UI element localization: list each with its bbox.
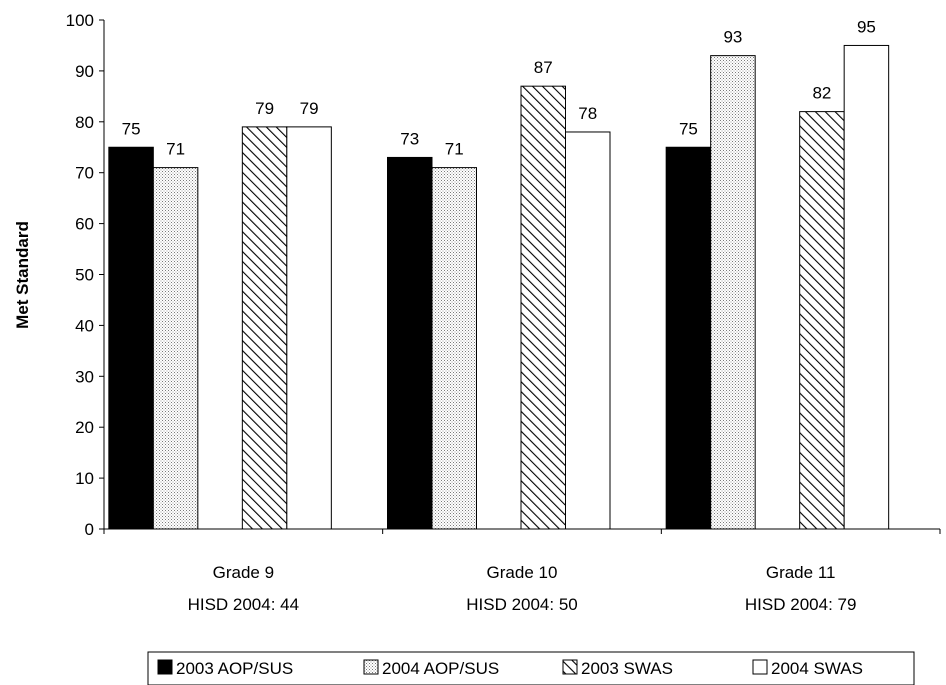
y-tick-label: 10 <box>75 469 94 488</box>
legend: 2003 AOP/SUS 2004 AOP/SUS 2003 SWAS 2004 SW… <box>147 651 915 685</box>
x-category-sublabel: HISD 2004: 50 <box>466 595 578 614</box>
bar <box>387 156 433 530</box>
data-label: 78 <box>578 104 597 123</box>
bar <box>665 146 712 530</box>
y-tick-label: 30 <box>75 367 94 386</box>
data-label: 79 <box>255 99 274 118</box>
legend-label: 2003 SWAS <box>581 659 673 678</box>
y-axis-title: Met Standard <box>13 221 32 329</box>
legend-label: 2004 SWAS <box>771 659 863 678</box>
bars-group <box>108 44 890 530</box>
data-label: 82 <box>812 84 831 103</box>
x-category-label: Grade 10 <box>487 563 558 582</box>
bar <box>799 111 845 530</box>
bar <box>108 146 154 530</box>
y-tick-label: 80 <box>75 113 94 132</box>
data-label: 95 <box>857 17 876 36</box>
data-label: 93 <box>723 28 742 47</box>
y-tick-label: 20 <box>75 418 94 437</box>
legend-swatch <box>752 659 768 675</box>
legend-swatch <box>363 659 379 675</box>
legend-label: 2003 AOP/SUS <box>176 659 293 678</box>
bar <box>431 167 477 530</box>
x-category-sublabel: HISD 2004: 44 <box>188 595 300 614</box>
legend-box <box>147 651 915 685</box>
x-category-label: Grade 9 <box>213 563 274 582</box>
bar <box>843 44 890 530</box>
y-tick-label: 70 <box>75 164 94 183</box>
y-tick-label: 60 <box>75 215 94 234</box>
axes: 0 10 20 30 40 50 60 70 80 90 100 Grade 9 HISD 2004: … <box>66 11 941 614</box>
bar <box>565 131 611 530</box>
legend-swatch <box>562 659 578 675</box>
y-tick-label: 50 <box>75 266 94 285</box>
bar <box>520 85 566 530</box>
y-tick-label: 100 <box>66 11 94 30</box>
legend-label: 2004 AOP/SUS <box>382 659 499 678</box>
data-label: 75 <box>679 119 698 138</box>
data-label: 87 <box>534 58 553 77</box>
y-tick-label: 90 <box>75 62 94 81</box>
y-tick-label: 40 <box>75 316 94 335</box>
bar <box>286 126 332 530</box>
bar <box>710 55 756 530</box>
data-label: 71 <box>166 140 185 159</box>
data-label: 73 <box>400 129 419 148</box>
bar <box>152 167 199 530</box>
legend-swatch <box>157 659 173 675</box>
x-category-sublabel: HISD 2004: 79 <box>745 595 857 614</box>
bar <box>241 126 288 530</box>
data-label: 79 <box>300 99 319 118</box>
data-label: 75 <box>122 119 141 138</box>
data-label: 71 <box>445 140 464 159</box>
x-category-label: Grade 11 <box>766 563 836 582</box>
data-labels-group: 75 73 75 71 71 93 79 87 82 79 78 95 <box>122 17 876 158</box>
y-tick-label: 0 <box>85 520 94 539</box>
